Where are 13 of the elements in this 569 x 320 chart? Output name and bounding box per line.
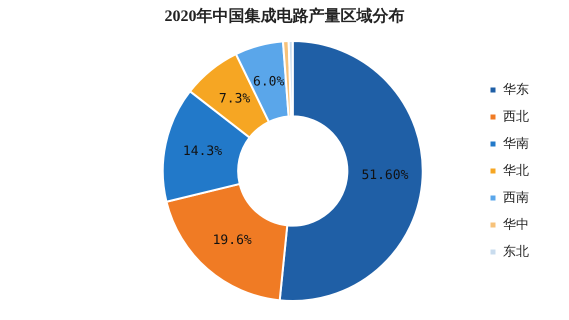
legend-label: 华南 [503, 136, 529, 152]
legend-label: 西南 [503, 190, 529, 206]
data-label: 19.6% [212, 232, 252, 248]
data-label: 14.3% [182, 144, 222, 160]
legend-label: 西北 [503, 109, 529, 124]
legend-label: 华北 [503, 163, 529, 178]
data-label: 7.3% [218, 92, 250, 107]
data-label: 6.0% [253, 74, 284, 90]
legend-label: 东北 [503, 244, 529, 260]
legend-label: 华东 [503, 82, 529, 98]
legend-label: 华中 [503, 217, 529, 232]
chart-title: 2020年中国集成电路产量区域分布 [164, 6, 406, 27]
data-label: 51.60% [361, 168, 409, 184]
